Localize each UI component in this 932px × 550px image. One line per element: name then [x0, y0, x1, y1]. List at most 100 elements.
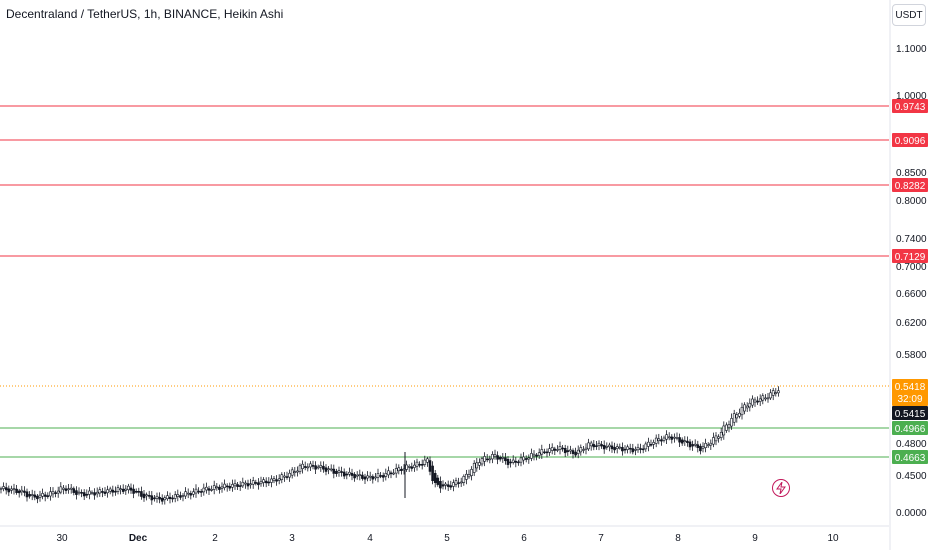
candle-body	[730, 418, 733, 427]
candle-body	[114, 490, 117, 493]
candle-body	[184, 491, 187, 497]
candle-body	[621, 447, 624, 452]
candle-body	[563, 448, 567, 454]
candle-body	[280, 474, 284, 480]
candle-body	[514, 460, 518, 463]
level-label: 0.7129	[895, 252, 926, 263]
candle-body	[82, 492, 86, 497]
candle-body	[46, 495, 50, 497]
candle-body	[88, 490, 91, 495]
candle-body	[124, 488, 128, 491]
candle-body	[384, 473, 388, 477]
candle-body	[379, 475, 382, 477]
candle-body	[288, 472, 291, 478]
candle-body	[433, 473, 437, 483]
candle-body	[706, 444, 710, 447]
candle-body	[25, 491, 29, 498]
candle-body	[106, 489, 109, 494]
candle-body	[761, 395, 765, 401]
candle-body	[127, 485, 130, 491]
candle-body	[108, 488, 112, 492]
time-tick-label: 8	[675, 533, 681, 544]
candle-body	[540, 449, 544, 455]
candle-body	[397, 467, 401, 472]
time-tick-label: 3	[289, 533, 295, 544]
candle-body	[77, 491, 81, 494]
candle-body	[316, 466, 320, 469]
candle-body	[244, 482, 247, 485]
candle-body	[210, 489, 213, 491]
candle-body	[285, 476, 289, 478]
candle-body	[699, 445, 702, 452]
candle-body	[571, 450, 575, 454]
candle-body	[483, 456, 486, 462]
candle-body	[28, 494, 31, 497]
candle-body	[355, 474, 359, 477]
candle-body	[644, 443, 648, 450]
candle-body	[259, 480, 263, 485]
candle-body	[231, 484, 234, 488]
candle-body	[652, 442, 655, 445]
price-tick-label: 0.6600	[896, 289, 927, 300]
candle-body	[371, 476, 375, 480]
candle-body	[595, 445, 598, 447]
price-tick-label: 0.8000	[896, 196, 927, 207]
candle-body	[675, 437, 679, 439]
price-axis[interactable]: 1.10001.00000.95000.85000.80000.74000.70…	[889, 0, 927, 550]
candle-body	[543, 451, 546, 454]
candle-body	[751, 398, 754, 406]
candle-body	[140, 491, 143, 497]
candle-body	[158, 496, 161, 500]
candle-body	[478, 462, 481, 466]
time-axis[interactable]: 30 Dec 2 3 4 5 6 7 8 9 10	[0, 525, 889, 544]
candle-body	[415, 461, 419, 467]
candle-body	[12, 488, 16, 490]
candle-body	[119, 488, 122, 491]
candle-body	[290, 469, 294, 476]
candle-body	[59, 486, 63, 493]
candle-body	[80, 492, 83, 494]
candle-body	[392, 472, 395, 475]
candle-body	[558, 446, 562, 450]
time-tick-label: 7	[598, 533, 604, 544]
candle-body	[43, 494, 47, 497]
candle-body	[426, 458, 429, 463]
candle-body	[228, 486, 232, 489]
candle-body	[418, 463, 421, 466]
candle-body	[647, 441, 650, 447]
candle-body	[366, 475, 369, 479]
candle-body	[181, 495, 185, 497]
time-tick-label: 6	[521, 533, 527, 544]
candle-body	[665, 434, 668, 440]
candle-body	[254, 482, 258, 484]
candle-body	[67, 488, 70, 491]
candle-body	[350, 472, 354, 476]
candle-body	[626, 446, 629, 450]
candle-body	[735, 414, 739, 419]
candle-body	[10, 488, 13, 491]
candle-body	[36, 495, 39, 500]
candle-body	[766, 397, 770, 400]
candle-body	[758, 398, 762, 402]
candle-body	[714, 435, 718, 442]
candle-body	[257, 482, 260, 486]
candle-body	[30, 494, 34, 496]
candle-body	[54, 492, 57, 494]
candle-body	[93, 492, 96, 496]
candle-body	[615, 446, 619, 449]
candle-body	[142, 493, 146, 499]
candle-body	[381, 475, 385, 478]
currency-button[interactable]: USDT	[892, 4, 926, 26]
candle-body	[301, 463, 304, 469]
current-price-label: 0.5418	[895, 382, 926, 393]
candle-body	[202, 487, 206, 493]
candle-body	[207, 488, 211, 491]
candle-body	[634, 449, 637, 451]
candle-body	[296, 470, 299, 473]
candle-body	[670, 436, 674, 440]
level-label: 0.4663	[895, 453, 926, 464]
candle-body	[488, 458, 492, 461]
candle-body	[116, 487, 120, 492]
lightning-icon[interactable]	[772, 479, 790, 497]
